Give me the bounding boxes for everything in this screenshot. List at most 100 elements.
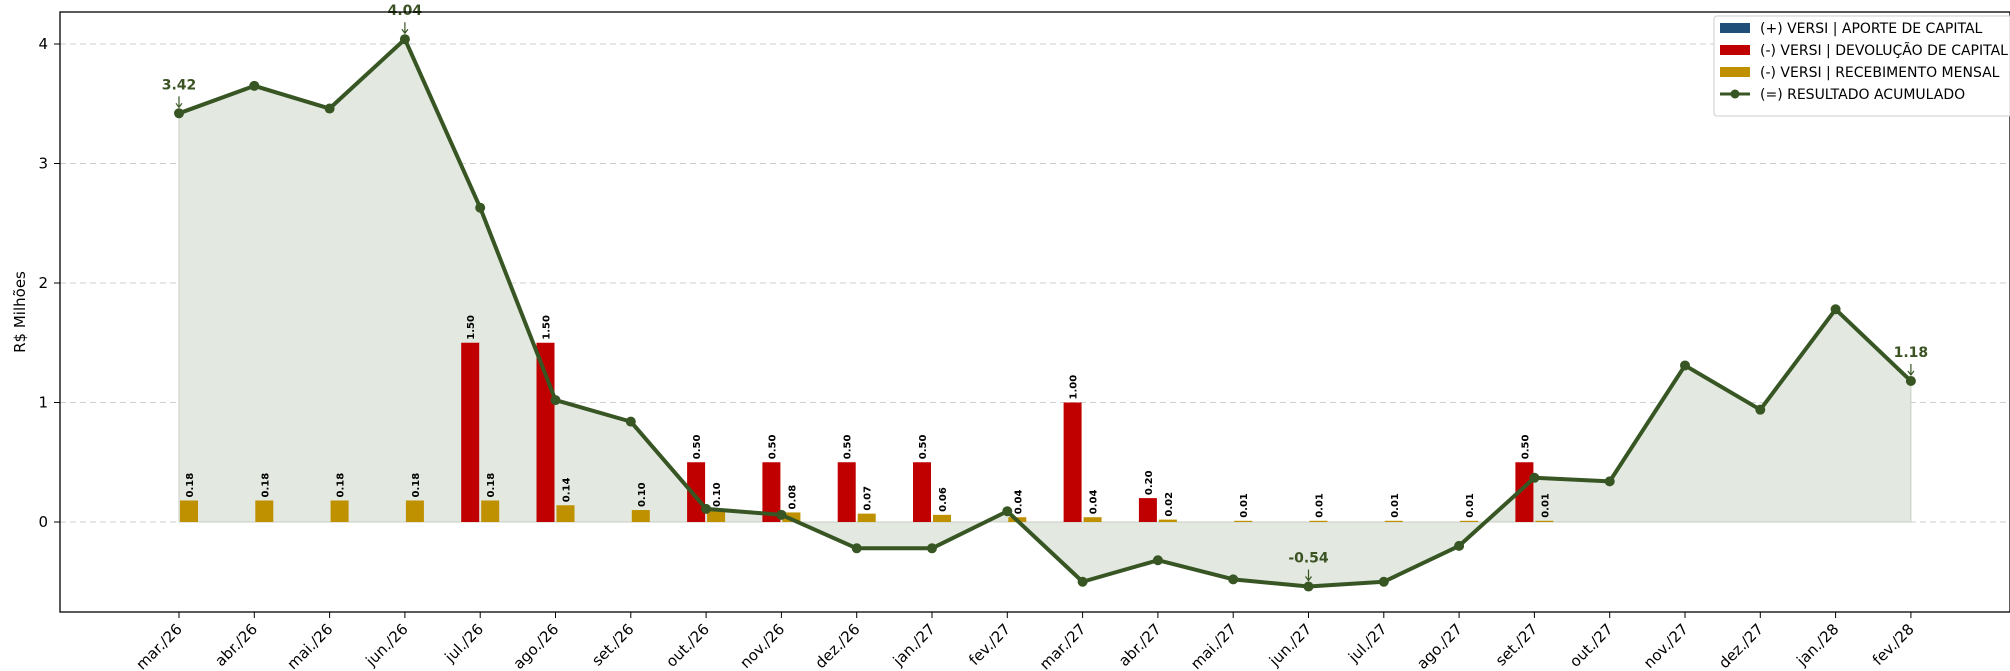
bar-devolucao-18 [1515, 462, 1534, 522]
bar-recebimento-15 [1309, 520, 1328, 522]
bar-recebimento-10-label: 0.06 [938, 487, 949, 512]
bar-devolucao-9-label: 0.50 [843, 435, 854, 460]
bar-recebimento-9-label: 0.07 [863, 486, 874, 511]
annotation-15: -0.54 [1288, 551, 1329, 567]
bar-recebimento-16-label: 0.01 [1390, 493, 1401, 518]
accumulated-point-7 [701, 503, 712, 514]
legend-swatch-1 [1720, 45, 1750, 55]
bar-devolucao-10-label: 0.50 [918, 435, 929, 460]
bar-devolucao-7-label: 0.50 [692, 435, 703, 460]
accumulated-point-9 [851, 543, 862, 554]
bar-recebimento-17 [1460, 520, 1479, 522]
accumulated-point-20 [1680, 360, 1690, 371]
accumulated-point-21 [1755, 404, 1766, 415]
plot-frame [59, 11, 2010, 613]
bar-recebimento-7 [707, 510, 726, 522]
bar-devolucao-8-label: 0.50 [767, 435, 778, 460]
bar-recebimento-4 [481, 500, 500, 522]
bar-recebimento-17-label: 0.01 [1465, 493, 1476, 518]
bar-devolucao-12 [1063, 402, 1082, 522]
accumulated-line-group [174, 34, 1916, 592]
annotation-arrowhead-23 [1907, 370, 1915, 376]
accumulated-point-17 [1454, 540, 1465, 551]
accumulated-point-13 [1152, 555, 1163, 566]
y-tick-label-1: 1 [38, 394, 48, 412]
bar-recebimento-2 [330, 500, 349, 522]
accumulated-point-12 [1077, 576, 1088, 587]
legend-box [1713, 15, 2010, 117]
accumulated-point-4 [475, 202, 486, 213]
accumulated-point-23 [1905, 375, 1916, 386]
accumulated-point-19 [1604, 476, 1615, 487]
y-axis-label: R$ Milhões [11, 271, 29, 353]
y-tick-label-0: 0 [38, 513, 48, 531]
bar-devolucao-4-label: 1.50 [466, 315, 477, 340]
bar-devolucao-13 [1138, 498, 1157, 522]
bar-devolucao-12-label: 1.00 [1069, 375, 1080, 400]
accumulated-point-6 [625, 416, 636, 427]
accumulated-point-15 [1303, 581, 1314, 592]
annotation-3: 4.04 [388, 3, 423, 19]
accumulated-point-8 [776, 509, 787, 520]
bar-recebimento-5-label: 0.14 [562, 478, 573, 503]
bar-recebimento-8-label: 0.08 [787, 485, 798, 510]
bar-devolucao-9 [837, 462, 856, 522]
bars-group [180, 342, 1554, 522]
bar-recebimento-10 [933, 514, 951, 522]
accumulated-point-1 [249, 80, 260, 91]
bar-recebimento-0 [180, 500, 198, 522]
bar-recebimento-1-label: 0.18 [260, 473, 271, 498]
legend: (+) VERSI | APORTE DE CAPITAL (-) VERSI |… [1713, 15, 2010, 117]
accumulated-point-2 [324, 103, 335, 114]
accumulated-point-22 [1830, 304, 1841, 315]
bar-recebimento-13-label: 0.02 [1164, 492, 1175, 517]
bar-recebimento-6-label: 0.10 [637, 482, 648, 507]
accumulated-line [178, 37, 1913, 589]
bar-recebimento-16 [1384, 520, 1403, 522]
bar-recebimento-18-label: 0.01 [1540, 493, 1551, 518]
bar-recebimento-12 [1083, 517, 1102, 522]
annotation-23: 1.18 [1894, 345, 1929, 361]
bar-devolucao-8 [762, 462, 781, 522]
bar-recebimento-3-label: 0.18 [411, 473, 422, 498]
y-axis: 0 1 2 3 4 [38, 35, 60, 531]
bar-recebimento-3 [405, 500, 424, 522]
bar-devolucao-5-label: 1.50 [542, 315, 553, 340]
bar-devolucao-13-label: 0.20 [1144, 470, 1155, 495]
accumulated-point-18 [1529, 472, 1540, 483]
bar-devolucao-18-label: 0.50 [1520, 435, 1531, 460]
accumulated-point-14 [1228, 574, 1239, 585]
bar-recebimento-11-label: 0.04 [1013, 490, 1024, 515]
accumulated-point-0 [174, 108, 184, 119]
bar-recebimento-5 [556, 505, 575, 522]
bar-recebimento-2-label: 0.18 [336, 473, 347, 498]
accumulated-point-5 [550, 395, 561, 406]
accumulated-point-10 [927, 543, 937, 554]
legend-swatch-2 [1720, 67, 1750, 77]
bar-recebimento-6 [631, 510, 650, 522]
bar-recebimento-14-label: 0.01 [1239, 493, 1250, 518]
bar-recebimento-15-label: 0.01 [1315, 493, 1326, 518]
annotations-group: 3.42 4.04 -0.54 1.18 [162, 3, 1929, 582]
accumulated-point-16 [1378, 576, 1389, 587]
y-tick-label-3: 3 [38, 155, 48, 173]
bar-recebimento-7-label: 0.10 [712, 482, 723, 507]
bar-recebimento-1 [255, 500, 274, 522]
y-tick-label-2: 2 [38, 274, 48, 292]
bar-recebimento-9 [857, 513, 876, 522]
bar-recebimento-12-label: 0.04 [1089, 490, 1100, 515]
legend-label-0: (+) VERSI | APORTE DE CAPITAL [1760, 21, 1983, 37]
annotation-arrowhead-0 [175, 102, 183, 109]
y-tick-label-4: 4 [38, 35, 48, 53]
bar-devolucao-10 [913, 462, 931, 522]
bar-recebimento-14 [1234, 520, 1253, 522]
accumulated-point-3 [399, 34, 410, 45]
legend-label-2: (-) VERSI | RECEBIMENTO MENSAL [1760, 65, 2000, 81]
bar-recebimento-13 [1158, 519, 1177, 522]
bar-recebimento-4-label: 0.18 [486, 473, 497, 498]
bar-recebimento-0-label: 0.18 [185, 473, 196, 498]
accumulated-point-11 [1002, 506, 1013, 517]
bar-devolucao-4 [461, 342, 480, 522]
bar-devolucao-7 [687, 462, 706, 522]
